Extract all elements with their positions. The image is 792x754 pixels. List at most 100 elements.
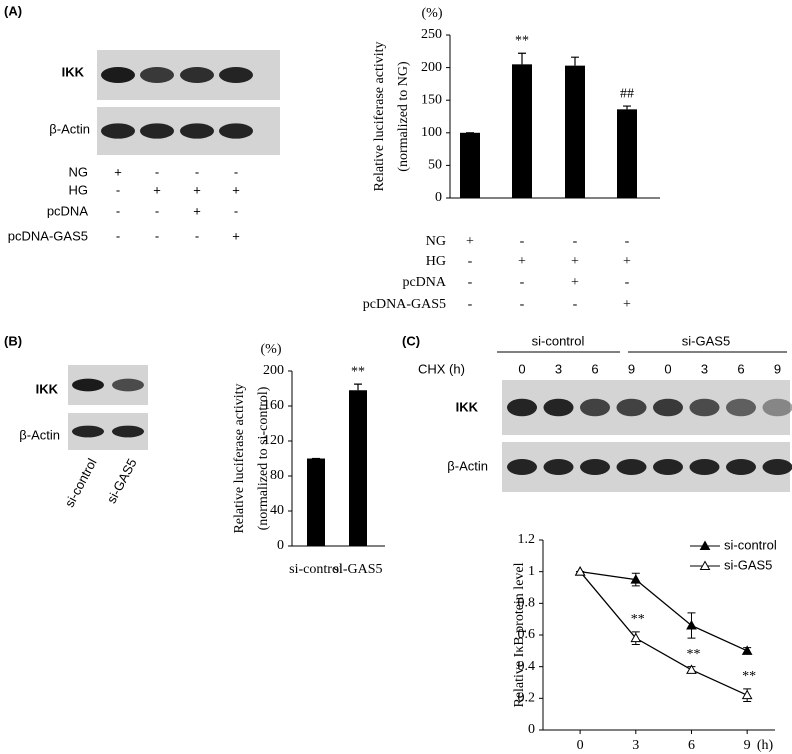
panel-label: (C): [402, 333, 420, 348]
band: [507, 398, 537, 417]
time-value: 6: [591, 361, 598, 376]
bar: [512, 64, 532, 198]
condition-sign: +: [571, 254, 579, 269]
y-tick-label: 0: [528, 722, 535, 737]
band: [653, 398, 683, 417]
group-label: si-control: [532, 333, 585, 348]
y-tick-label: 80: [270, 468, 284, 483]
y-tick-label: 0: [277, 538, 284, 553]
blot-row-label: IKK: [62, 64, 85, 79]
marker: [686, 664, 697, 674]
condition-sign: +: [232, 182, 240, 197]
condition-sign: +: [232, 228, 240, 243]
x-tick-label: 3: [632, 738, 639, 753]
error-bar: [518, 52, 526, 65]
band: [543, 459, 574, 475]
condition-sign: -: [234, 203, 238, 218]
time-value: 9: [774, 361, 781, 376]
y-tick-label: 100: [421, 125, 442, 140]
y-axis-note: (normalized to NG): [396, 61, 411, 172]
annotation: **: [515, 33, 529, 48]
condition-sign: -: [625, 275, 630, 290]
condition-sign: -: [234, 164, 238, 179]
marker: [574, 566, 586, 576]
y-tick-label: 0.6: [518, 627, 536, 642]
condition-sign: -: [573, 234, 578, 249]
y-axis-label: Relative luciferase activity: [372, 41, 387, 191]
band: [72, 378, 104, 392]
y-tick-label: 0.8: [518, 596, 536, 611]
condition-sign: -: [468, 254, 473, 269]
blot-row-label: IKK: [456, 399, 479, 414]
condition-sign: -: [116, 203, 120, 218]
condition-sign: -: [520, 297, 525, 312]
condition-label: NG: [69, 164, 89, 179]
time-value: 0: [664, 361, 671, 376]
y-tick-label: 250: [421, 27, 442, 42]
time-value: 3: [555, 361, 562, 376]
y-tick-label: 0: [435, 190, 442, 205]
legend-label: si-control: [724, 537, 777, 552]
band: [653, 459, 683, 475]
bar: [460, 132, 480, 198]
marker: [630, 632, 642, 643]
x-tick-label: 6: [688, 738, 695, 753]
y-unit: (%): [422, 6, 443, 21]
band: [101, 67, 135, 83]
blot-row-label: β-Actin: [447, 458, 488, 473]
condition-sign: -: [195, 164, 199, 179]
condition-sign: -: [116, 182, 120, 197]
condition-sign: +: [623, 297, 631, 312]
y-tick-label: 120: [263, 433, 284, 448]
legend-marker: [699, 560, 711, 570]
marker: [630, 574, 642, 584]
band: [112, 378, 144, 392]
y-tick-label: 160: [263, 398, 284, 413]
annotation: **: [686, 647, 700, 662]
blot-row-label: β-Actin: [19, 427, 60, 442]
condition-label: pcDNA-GAS5: [8, 228, 88, 243]
band: [726, 459, 756, 475]
condition-sign: +: [466, 234, 474, 249]
legend-label: si-GAS5: [724, 557, 772, 572]
condition-sign: -: [520, 234, 525, 249]
annotation: **: [631, 612, 645, 627]
x-unit: (h): [757, 738, 774, 753]
condition-label: NG: [426, 234, 446, 249]
panel-label: (B): [4, 333, 22, 348]
condition-label: pcDNA: [47, 203, 89, 218]
panel-label: (A): [4, 3, 22, 18]
marker: [741, 689, 753, 700]
y-axis-note: (normalized to si-control): [256, 386, 271, 530]
x-tick-label: si-control: [289, 562, 343, 577]
bar: [349, 390, 367, 546]
condition-sign: -: [573, 297, 578, 312]
blot-row-label: IKK: [36, 381, 59, 396]
band: [543, 398, 574, 417]
band: [580, 459, 610, 475]
legend-marker: [699, 540, 711, 550]
band: [507, 459, 537, 475]
error-bar: [354, 383, 362, 391]
y-tick-label: 0.2: [518, 691, 536, 706]
lane-label: si-GAS5: [104, 456, 140, 506]
annotation: ##: [620, 86, 634, 101]
blot-row-label: β-Actin: [49, 121, 90, 136]
condition-sign: +: [518, 254, 526, 269]
condition-sign: -: [625, 234, 630, 249]
line: [580, 571, 748, 652]
marker: [741, 645, 753, 655]
band: [616, 459, 647, 475]
band: [140, 67, 174, 83]
y-unit: (%): [261, 342, 282, 357]
annotation: **: [351, 364, 365, 379]
condition-label: pcDNA-GAS5: [363, 297, 446, 312]
condition-label: pcDNA: [402, 275, 446, 290]
band: [762, 398, 792, 417]
time-value: 9: [628, 361, 635, 376]
time-label: CHX (h): [418, 361, 465, 376]
y-axis-label: Relative IκB protein level: [512, 562, 527, 707]
band: [580, 398, 610, 417]
time-value: 6: [737, 361, 744, 376]
